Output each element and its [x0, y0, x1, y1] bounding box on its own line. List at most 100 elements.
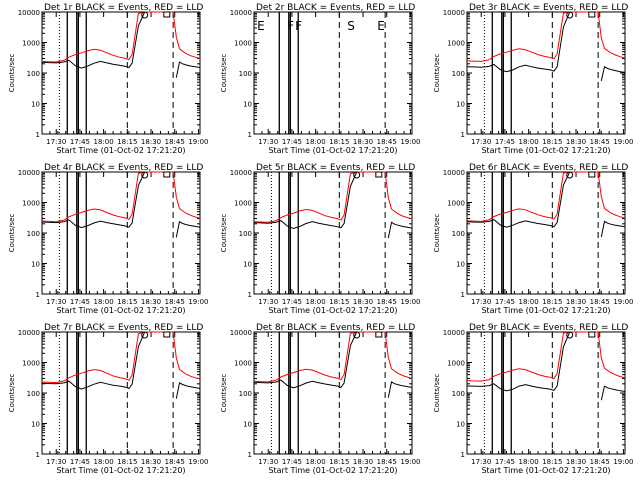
y-tick-label: 1000 — [234, 40, 252, 48]
y-tick-label: 1 — [248, 291, 252, 299]
lld-series-line — [41, 171, 201, 223]
attenuator-state-marker — [588, 331, 596, 338]
x-axis-label: Start Time (01-Oct-02 17:21:20) — [268, 146, 397, 155]
x-tick-label: 17:45 — [495, 298, 515, 306]
x-tick-label: 17:30 — [471, 458, 491, 466]
attenuator-state-marker — [163, 171, 171, 178]
x-tick-label: 18:15 — [542, 138, 562, 146]
x-tick-label: 17:30 — [46, 138, 66, 146]
x-tick-label: 18:30 — [353, 138, 373, 146]
y-tick-label: 1 — [36, 131, 40, 139]
y-tick-label: 1 — [36, 451, 40, 459]
x-axis-label: Start Time (01-Oct-02 17:21:20) — [268, 466, 397, 475]
lld-series-line — [253, 171, 413, 223]
y-tick-label: 100 — [27, 390, 40, 398]
x-axis-label: Start Time (01-Oct-02 17:21:20) — [481, 306, 610, 315]
x-tick-label: 19:00 — [188, 458, 208, 466]
x-tick-label: 18:00 — [306, 138, 326, 146]
x-tick-label: 17:30 — [46, 458, 66, 466]
y-tick-label: 10 — [456, 261, 465, 269]
attenuator-state-marker — [353, 171, 361, 179]
attenuator-state-marker — [141, 331, 149, 339]
panel-det-9r: Det 9r BLACK = Events, RED = LLD 1 10 100 10… — [433, 323, 634, 475]
x-tick-label: 18:00 — [94, 138, 114, 146]
x-tick-label: 18:45 — [590, 138, 610, 146]
panel-det-3r: Det 3r BLACK = Events, RED = LLD 1 10 100 10… — [433, 3, 634, 155]
x-tick-label: 18:00 — [94, 458, 114, 466]
x-tick-label: 17:45 — [70, 138, 90, 146]
lld-series-line — [253, 331, 413, 383]
y-tick-label: 10 — [456, 101, 465, 109]
panel-title: Det 6r BLACK = Events, RED = LLD — [469, 163, 628, 173]
y-tick-label: 100 — [239, 230, 252, 238]
y-tick-label: 10000 — [18, 329, 40, 337]
state-marker: E — [377, 19, 385, 33]
y-axis-label: Counts/sec — [220, 374, 228, 413]
attenuator-state-marker — [375, 171, 383, 178]
x-tick-label: 18:30 — [566, 298, 586, 306]
panel-title: Det 7r BLACK = Events, RED = LLD — [44, 323, 203, 333]
attenuator-state-marker — [588, 171, 596, 178]
x-tick-label: 18:30 — [141, 298, 161, 306]
x-tick-label: 17:45 — [495, 458, 515, 466]
y-tick-label: 100 — [239, 390, 252, 398]
x-tick-label: 18:45 — [377, 298, 397, 306]
panel-det-2r: Det 2r BLACK = Events, RED = LLD 1 10 100 10… — [220, 3, 421, 155]
attenuator-state-marker — [163, 331, 171, 338]
x-tick-label: 18:45 — [377, 138, 397, 146]
x-axis-label: Start Time (01-Oct-02 17:21:20) — [56, 146, 185, 155]
x-axis-label: Start Time (01-Oct-02 17:21:20) — [481, 146, 610, 155]
y-tick-label: 1 — [461, 451, 465, 459]
x-tick-label: 17:30 — [258, 458, 278, 466]
x-tick-label: 18:45 — [165, 298, 185, 306]
x-tick-label: 17:30 — [258, 298, 278, 306]
x-tick-label: 18:15 — [542, 458, 562, 466]
y-tick-label: 1000 — [447, 360, 465, 368]
x-tick-label: 18:30 — [141, 458, 161, 466]
y-tick-label: 10 — [31, 261, 40, 269]
x-axis-label: Start Time (01-Oct-02 17:21:20) — [56, 466, 185, 475]
y-axis-label: Counts/sec — [433, 214, 441, 253]
panel-det-5r: Det 5r BLACK = Events, RED = LLD 1 10 100 10… — [220, 163, 421, 315]
x-tick-label: 18:30 — [353, 298, 373, 306]
attenuator-state-marker — [566, 11, 574, 19]
y-tick-label: 1 — [248, 451, 252, 459]
x-tick-label: 17:45 — [282, 138, 302, 146]
panel-title: Det 1r BLACK = Events, RED = LLD — [44, 3, 203, 13]
y-tick-label: 1000 — [447, 40, 465, 48]
y-tick-label: 1 — [461, 291, 465, 299]
x-axis-label: Start Time (01-Oct-02 17:21:20) — [481, 466, 610, 475]
y-tick-label: 1000 — [234, 200, 252, 208]
x-tick-label: 18:45 — [590, 298, 610, 306]
lld-series-line — [466, 171, 626, 222]
panel-det-4r: Det 4r BLACK = Events, RED = LLD 1 10 100 10… — [8, 163, 209, 315]
y-tick-label: 10000 — [443, 329, 465, 337]
state-marker: F — [287, 19, 294, 33]
y-tick-label: 1000 — [22, 40, 40, 48]
y-axis-label: Counts/sec — [8, 214, 16, 253]
y-tick-label: 10000 — [230, 169, 252, 177]
x-tick-label: 17:45 — [282, 298, 302, 306]
x-tick-label: 19:00 — [188, 298, 208, 306]
y-tick-label: 1000 — [234, 360, 252, 368]
x-tick-label: 19:00 — [613, 138, 633, 146]
y-tick-label: 100 — [452, 230, 465, 238]
y-tick-label: 100 — [452, 390, 465, 398]
panel-det-1r: Det 1r BLACK = Events, RED = LLD 1 10 100 10… — [8, 3, 209, 155]
x-tick-label: 18:00 — [519, 458, 539, 466]
state-marker: F — [295, 19, 302, 33]
x-tick-label: 18:30 — [566, 458, 586, 466]
attenuator-state-marker — [141, 171, 149, 179]
x-tick-label: 18:00 — [519, 138, 539, 146]
x-tick-label: 17:30 — [46, 298, 66, 306]
attenuator-state-marker — [163, 11, 171, 18]
y-tick-label: 10000 — [230, 9, 252, 17]
panel-det-8r: Det 8r BLACK = Events, RED = LLD 1 10 100 10… — [220, 323, 421, 475]
attenuator-state-marker — [588, 11, 596, 18]
y-tick-label: 10000 — [443, 169, 465, 177]
lld-series-line — [41, 11, 201, 63]
y-tick-label: 100 — [27, 230, 40, 238]
y-axis-label: Counts/sec — [8, 374, 16, 413]
state-marker: S — [347, 19, 355, 33]
